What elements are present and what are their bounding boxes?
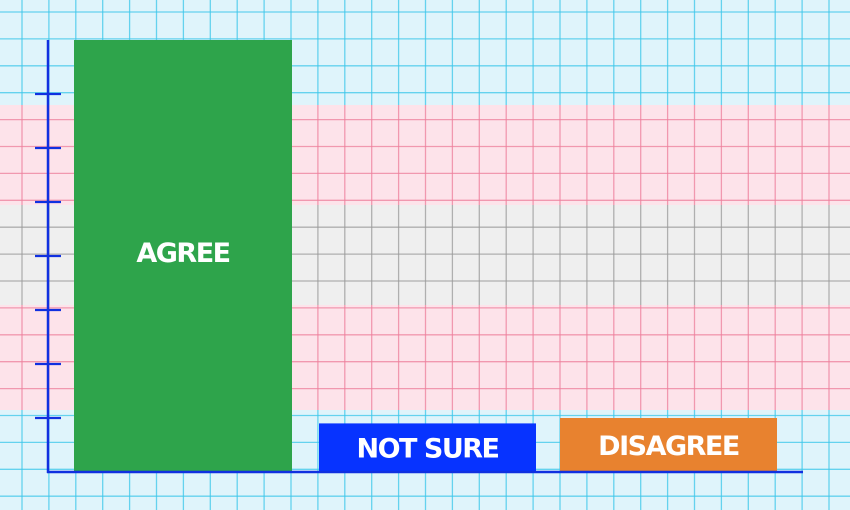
bar-label: NOT SURE: [357, 434, 499, 465]
bar-agree: [74, 40, 292, 472]
bars: AGREE NOT SURE DISAGREE: [74, 40, 777, 472]
axes: [35, 40, 803, 474]
bar-label: DISAGREE: [598, 431, 739, 462]
bar-not-sure: [319, 423, 536, 472]
bar-disagree: [560, 418, 777, 472]
bar-label: AGREE: [136, 238, 229, 269]
